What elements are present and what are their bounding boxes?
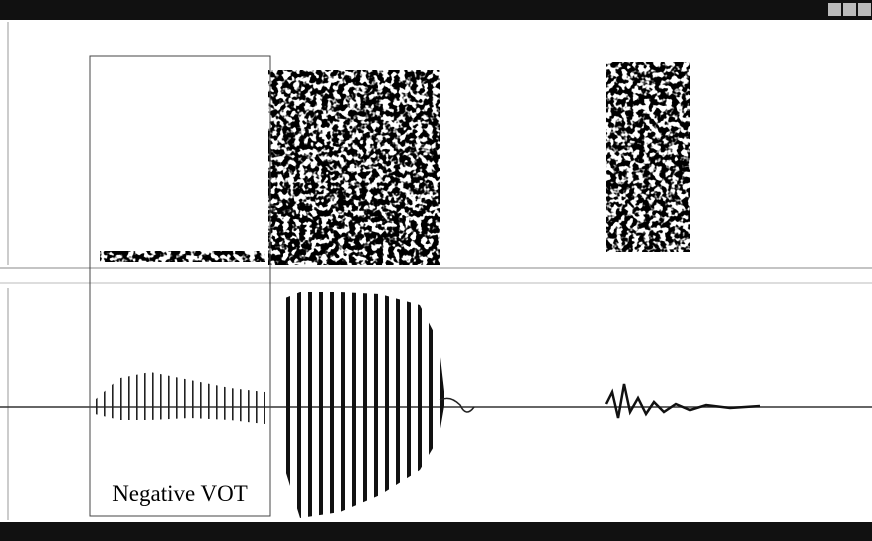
prevoicing: [95, 372, 265, 424]
vot-box: [89, 55, 271, 517]
minimize-button[interactable]: [828, 3, 841, 16]
spectrogram-voice-bar: [100, 251, 265, 262]
spectrogram-low-band: [272, 200, 437, 265]
spectrogram-burst: [606, 62, 690, 252]
maximize-button[interactable]: [843, 3, 856, 16]
release-burst: [604, 383, 761, 419]
vowel-periods: [280, 292, 445, 518]
vowel-tail: [439, 397, 475, 413]
close-button[interactable]: [858, 3, 871, 16]
vot-label-bg: [95, 475, 265, 511]
title-bar: [0, 0, 872, 20]
spectrogram: [0, 22, 872, 284]
waveform: [0, 288, 872, 520]
status-bar: [0, 522, 872, 541]
vot-label: Negative VOT: [112, 481, 248, 506]
